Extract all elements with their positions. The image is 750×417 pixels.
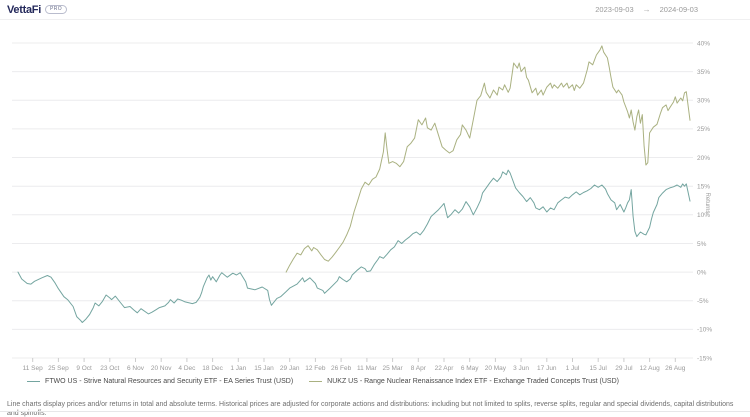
x-axis-tick-label: 6 May <box>461 365 479 372</box>
y-axis-tick-label: -5% <box>697 298 709 305</box>
y-axis-tick-label: 20% <box>697 155 710 162</box>
vettafi-logo: VettaFi PRO <box>7 3 68 16</box>
x-axis-tick-label: 23 Oct <box>100 365 119 372</box>
pro-badge: PRO <box>44 5 68 14</box>
x-axis-tick-label: 26 Feb <box>331 365 352 372</box>
nukz-series-swatch <box>309 381 323 382</box>
nukz-series-label: NUKZ US - Range Nuclear Renaissance Inde… <box>327 378 619 385</box>
x-axis-tick-label: 15 Jan <box>254 365 274 372</box>
x-axis-tick-label: 1 Jul <box>566 365 580 372</box>
disclaimer-text: Line charts display prices and/or return… <box>7 401 734 417</box>
y-axis-tick-label: 35% <box>697 69 710 76</box>
x-axis-tick-label: 20 Nov <box>151 365 172 372</box>
x-axis-tick-label: 1 Jan <box>230 365 246 372</box>
y-axis-title: Returns <box>704 192 710 213</box>
y-axis-tick-label: -15% <box>697 355 712 362</box>
x-axis-tick-label: 20 May <box>485 365 507 372</box>
x-axis-tick-label: 12 Aug <box>639 365 660 372</box>
y-axis-tick-label: 25% <box>697 126 710 133</box>
chart-canvas[interactable]: 40% 35% 30% 25% 20% 15% 10% 5% 0% -5% -10% -15% Retu… <box>0 20 750 376</box>
chart-legend: FTWO US - Strive Natural Resources and S… <box>27 378 742 385</box>
returns-line-chart[interactable]: 40% 35% 30% 25% 20% 15% 10% 5% 0% -5% -10% -15% Retu… <box>0 20 750 376</box>
arrow-right-icon: → <box>642 5 651 14</box>
legend-item-nukz[interactable]: NUKZ US - Range Nuclear Renaissance Inde… <box>309 378 619 385</box>
x-axis-tick-label: 9 Oct <box>76 365 92 372</box>
bottom-divider <box>0 411 750 412</box>
y-axis-tick-label: -10% <box>697 327 712 334</box>
x-axis-tick-label: 26 Aug <box>665 365 686 372</box>
y-axis-tick-label: 30% <box>697 98 710 105</box>
x-axis-tick-label: 4 Dec <box>178 365 196 372</box>
y-axis-tick-label: 15% <box>697 184 710 191</box>
x-axis-tick-label: 6 Nov <box>127 365 145 372</box>
top-bar: VettaFi PRO 2023-09-03 → 2024-09-03 <box>0 0 750 20</box>
x-axis-tick-label: 3 Jun <box>513 365 529 372</box>
legend-item-ftwo[interactable]: FTWO US - Strive Natural Resources and S… <box>27 378 293 385</box>
x-axis-tick-label: 25 Sep <box>48 365 69 372</box>
date-range-picker[interactable]: 2023-09-03 → 2024-09-03 <box>595 5 698 14</box>
vettafi-logo-text: VettaFi <box>7 3 41 16</box>
ftwo-series-label: FTWO US - Strive Natural Resources and S… <box>45 378 294 385</box>
start-date-value[interactable]: 2023-09-03 <box>595 5 634 14</box>
x-axis-tick-label: 29 Jan <box>280 365 300 372</box>
x-axis-tick-label: 11 Mar <box>357 365 378 372</box>
series-line-1[interactable] <box>285 45 691 273</box>
y-axis-tick-label: 10% <box>697 212 710 219</box>
ftwo-series-swatch <box>27 381 40 382</box>
x-axis-tick-label: 12 Feb <box>305 365 326 372</box>
y-axis-tick-label: 0% <box>697 269 707 276</box>
y-axis-tick-label: 5% <box>697 241 707 248</box>
y-axis-tick-label: 40% <box>697 40 710 47</box>
x-axis-tick-label: 8 Apr <box>411 365 427 372</box>
x-axis-tick-label: 22 Apr <box>435 365 455 372</box>
x-axis-tick-label: 11 Sep <box>23 365 44 372</box>
x-axis-tick-label: 29 Jul <box>615 365 633 372</box>
end-date-value[interactable]: 2024-09-03 <box>659 5 698 14</box>
x-axis-tick-label: 15 Jul <box>590 365 608 372</box>
x-axis-tick-label: 25 Mar <box>382 365 403 372</box>
x-axis-tick-label: 17 Jun <box>537 365 557 372</box>
series-line-0[interactable] <box>17 169 691 323</box>
x-axis-tick-label: 18 Dec <box>202 365 223 372</box>
